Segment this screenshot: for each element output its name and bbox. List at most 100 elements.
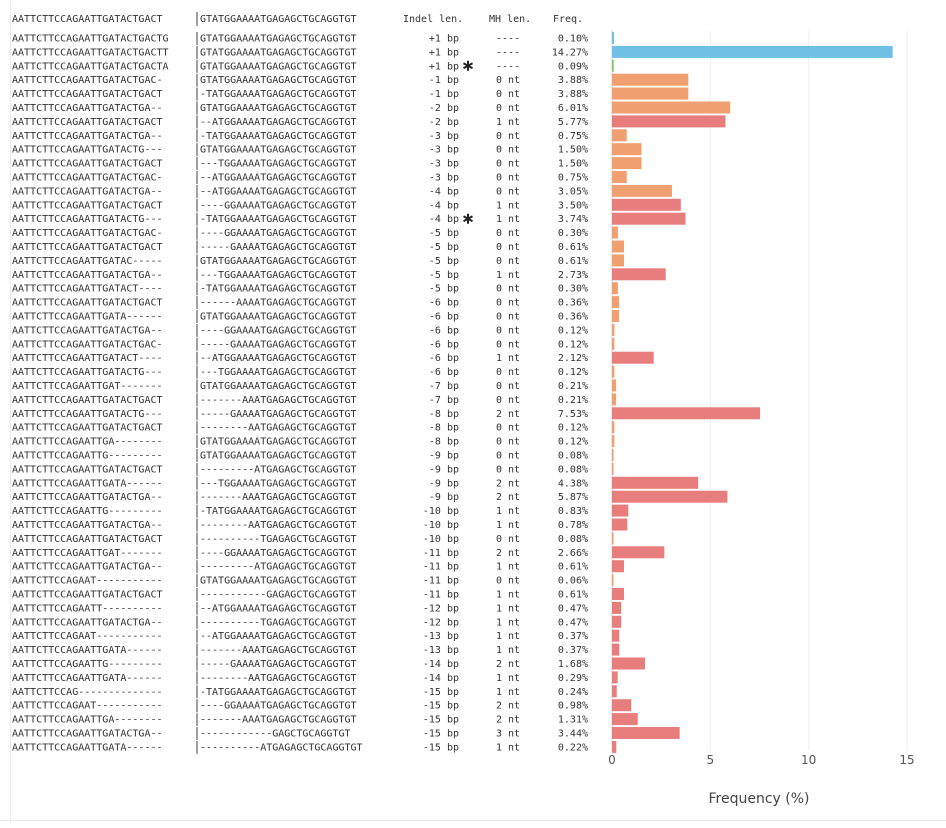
frequency-bar: [612, 310, 620, 322]
row-left-sequence: AATTCTTCCAGAATTGATACTG---: [12, 367, 163, 378]
row-right-sequence: --------AATGAGAGCTGCAGGTGT: [200, 520, 357, 531]
row-left-sequence: AATTCTTCCAGAATTGATACTGACT: [12, 423, 163, 434]
row-left-sequence: AATTCTTCCAGAATTGATA------: [12, 645, 163, 656]
row-left-sequence: AATTCTTCCAGAATTGAT-------: [12, 548, 163, 559]
row-left-sequence: AATTCTTCCAGAATTGATACTGA--: [12, 103, 163, 114]
row-mh-length: 1 nt: [496, 590, 520, 601]
row-indel-length: -5 bp: [429, 270, 459, 281]
row-frequency: 0.83%: [558, 506, 588, 517]
frequency-bar: [612, 379, 617, 392]
row-right-sequence: --ATGGAAAATGAGAGCTGCAGGTGT: [200, 117, 357, 128]
row-left-sequence: AATTCTTCCAGAATTGATACTGACTA: [12, 61, 169, 72]
row-right-sequence: GTATGGAAAATGAGAGCTGCAGGTGT: [200, 61, 357, 72]
table-row: AATTCTTCCAGAATTGATA------ GTATGGAAAATGAGA…: [12, 310, 588, 323]
x-tick-label-15: 15: [899, 753, 914, 767]
row-right-sequence: ---TGGAAAATGAGAGCTGCAGGTGT: [200, 478, 357, 489]
row-mh-length: 0 nt: [496, 534, 520, 545]
table-row: AATTCTTCCAGAATTGATA------ -------AAATGAGA…: [12, 643, 588, 657]
frequency-bar: [612, 629, 620, 642]
star-icon: [463, 213, 473, 224]
row-frequency: 0.21%: [558, 381, 588, 392]
row-left-sequence: AATTCTTCCAGAATTGATACTGACTT: [12, 47, 169, 58]
row-right-sequence: ----GGAAAATGAGAGCTGCAGGTGT: [200, 701, 357, 712]
frequency-bar: [612, 143, 642, 156]
table-row: AATTCTTCCAGAATTGATA------ ---TGGAAAATGAGA…: [12, 476, 588, 490]
x-tick-label-10: 10: [801, 753, 816, 767]
row-left-sequence: AATTCTTCCAGAATTG---------: [12, 506, 163, 517]
frequency-bar: [612, 518, 628, 531]
row-frequency: 0.61%: [558, 562, 588, 573]
frequency-bar: [612, 254, 624, 267]
row-right-sequence: ---TGGAAAATGAGAGCTGCAGGTGT: [200, 159, 357, 170]
frequency-bar: [612, 588, 624, 600]
row-frequency: 3.05%: [558, 186, 588, 197]
frequency-bar: [612, 73, 689, 86]
row-frequency: 0.37%: [558, 631, 588, 642]
row-mh-length: ----: [496, 47, 520, 58]
frequency-bar: [612, 574, 614, 587]
row-left-sequence: AATTCTTCCAGAATTGATACTGA--: [12, 492, 163, 503]
row-right-sequence: -TATGGAAAATGAGAGCTGCAGGTGT: [200, 131, 357, 142]
row-indel-length: -11 bp: [423, 548, 459, 559]
frequency-bar: [612, 212, 686, 225]
row-indel-length: -14 bp: [423, 673, 459, 684]
row-left-sequence: AATTCTTCCAGAAT-----------: [12, 576, 163, 587]
table-row: AATTCTTCCAGAATTGATACTGA-- ------------GAG…: [12, 727, 588, 740]
row-indel-length: -10 bp: [423, 520, 459, 531]
row-indel-length: -6 bp: [429, 367, 459, 378]
row-right-sequence: -TATGGAAAATGAGAGCTGCAGGTGT: [200, 214, 357, 225]
left-border: [10, 0, 11, 823]
row-indel-length: -9 bp: [429, 492, 459, 503]
row-mh-length: 0 nt: [496, 367, 520, 378]
table-row: AATTCTTCCAGAATTGAT------- ----GGAAAATGAGA…: [12, 546, 588, 560]
table-row: AATTCTTCCAGAATTGATA------ ----------ATGAG…: [12, 740, 588, 754]
row-right-sequence: GTATGGAAAATGAGAGCTGCAGGTGT: [200, 145, 357, 156]
row-mh-length: 0 nt: [496, 186, 520, 197]
row-indel-length: -9 bp: [429, 464, 459, 475]
row-left-sequence: AATTCTTCCAGAATTGATACTG---: [12, 409, 163, 420]
row-left-sequence: AATTCTTCCAGAATTGATACTG---: [12, 145, 163, 156]
row-right-sequence: --ATGGAAAATGAGAGCTGCAGGTGT: [200, 186, 357, 197]
row-frequency: 0.06%: [558, 576, 588, 587]
row-left-sequence: AATTCTTCCAGAATTGATACTGAC-: [12, 173, 163, 184]
row-right-sequence: ----GGAAAATGAGAGCTGCAGGTGT: [200, 548, 357, 559]
row-mh-length: 2 nt: [496, 548, 520, 559]
row-indel-length: -11 bp: [423, 590, 459, 601]
row-frequency: 2.73%: [558, 270, 588, 281]
row-frequency: 0.37%: [558, 645, 588, 656]
row-frequency: 6.01%: [558, 103, 588, 114]
table-rows: AATTCTTCCAGAATTGATACTGACTG GTATGGAAAATGAG…: [12, 32, 588, 754]
row-right-sequence: -TATGGAAAATGAGAGCTGCAGGTGT: [200, 89, 357, 100]
row-indel-length: -2 bp: [429, 103, 459, 114]
frequency-bar: [612, 727, 680, 739]
row-left-sequence: AATTCTTCCAGAATTG---------: [12, 659, 163, 670]
row-indel-length: -1 bp: [429, 89, 459, 100]
row-left-sequence: AATTCTTCCAGAATTGATACT----: [12, 284, 163, 295]
row-left-sequence: AATTCTTCCAGAATTGATA------: [12, 478, 163, 489]
row-left-sequence: AATTCTTCCAGAATTGATA------: [12, 673, 163, 684]
table-row: AATTCTTCCAGAATTGAT------- GTATGGAAAATGAGA…: [12, 379, 588, 393]
row-right-sequence: --ATGGAAAATGAGAGCTGCAGGTGT: [200, 173, 357, 184]
table-row: AATTCTTCCAGAATTGATACTGACT -------AAATGAGA…: [12, 393, 588, 407]
row-indel-length: -13 bp: [423, 645, 459, 656]
row-mh-length: 0 nt: [496, 131, 520, 142]
header-mh-len: MH len.: [489, 14, 531, 25]
row-frequency: 0.98%: [558, 701, 588, 712]
row-frequency: 0.61%: [558, 590, 588, 601]
row-frequency: 0.47%: [558, 617, 588, 628]
header-freq: Freq.: [553, 14, 583, 25]
row-right-sequence: GTATGGAAAATGAGAGCTGCAGGTGT: [200, 576, 357, 587]
frequency-bar: [612, 351, 654, 364]
row-frequency: 0.30%: [558, 284, 588, 295]
row-indel-length: -11 bp: [423, 576, 459, 587]
row-frequency: 0.75%: [558, 173, 588, 184]
row-frequency: 5.87%: [558, 492, 588, 503]
row-frequency: 0.12%: [558, 339, 588, 350]
row-left-sequence: AATTCTTCCAGAATTGATACTGACT: [12, 89, 163, 100]
row-frequency: 0.10%: [558, 34, 588, 45]
row-mh-length: 0 nt: [496, 228, 520, 239]
table-row: AATTCTTCCAGAATTGATACTGACTT GTATGGAAAATGAG…: [12, 45, 588, 59]
row-right-sequence: ----------ATGAGAGCTGCAGGTGT: [200, 742, 363, 753]
row-mh-length: 0 nt: [496, 159, 520, 170]
bottom-border: [0, 820, 946, 821]
